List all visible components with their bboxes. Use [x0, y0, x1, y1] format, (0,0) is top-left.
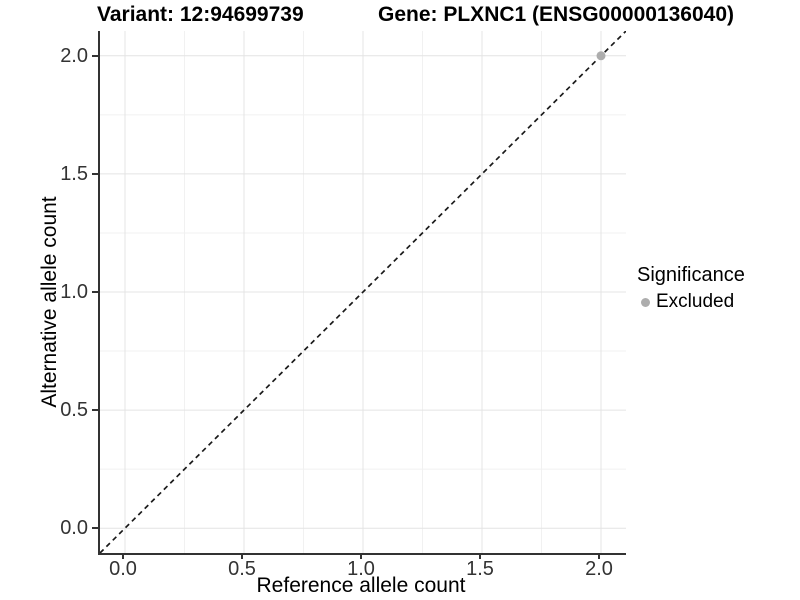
y-axis-title: Alternative allele count: [38, 196, 61, 408]
x-tick-label: 0.0: [109, 558, 137, 580]
x-tick-label: 0.5: [228, 558, 256, 580]
y-tick-mark: [92, 527, 98, 530]
legend-point-icon: [641, 297, 650, 307]
identity-dashed-line: [100, 31, 626, 553]
gene-title: Gene: PLXNC1 (ENSG00000136040): [378, 3, 735, 26]
y-tick-mark: [92, 409, 98, 412]
x-tick-label: 2.0: [585, 558, 613, 580]
legend-title: Significance: [637, 264, 745, 286]
data-point-excluded: [596, 51, 606, 61]
y-tick-label: 0.0: [60, 517, 88, 540]
plot-area-svg: [100, 31, 626, 553]
x-tick-mark: [121, 553, 124, 559]
y-tick-label: 1.5: [60, 162, 88, 185]
y-tick-mark: [92, 172, 98, 175]
y-tick-label: 0.5: [60, 399, 88, 422]
x-tick-mark: [598, 553, 600, 559]
y-tick-label: 2.0: [60, 44, 88, 67]
x-tick-label: 1.0: [347, 558, 375, 580]
legend-item-excluded: Excluded: [641, 291, 745, 313]
x-tick-mark: [360, 553, 362, 559]
variant-title: Variant: 12:94699739: [97, 3, 304, 26]
x-tick-mark: [240, 553, 243, 559]
y-tick-mark: [92, 291, 98, 293]
y-tick-mark: [92, 54, 98, 57]
x-tick-label: 1.5: [466, 558, 494, 580]
legend: Significance Excluded: [637, 264, 745, 313]
legend-item-label: Excluded: [656, 291, 735, 312]
x-tick-mark: [479, 553, 481, 559]
plot-panel: [98, 31, 626, 555]
x-axis-title: Reference allele count: [256, 574, 466, 597]
y-tick-label: 1.0: [60, 281, 88, 303]
